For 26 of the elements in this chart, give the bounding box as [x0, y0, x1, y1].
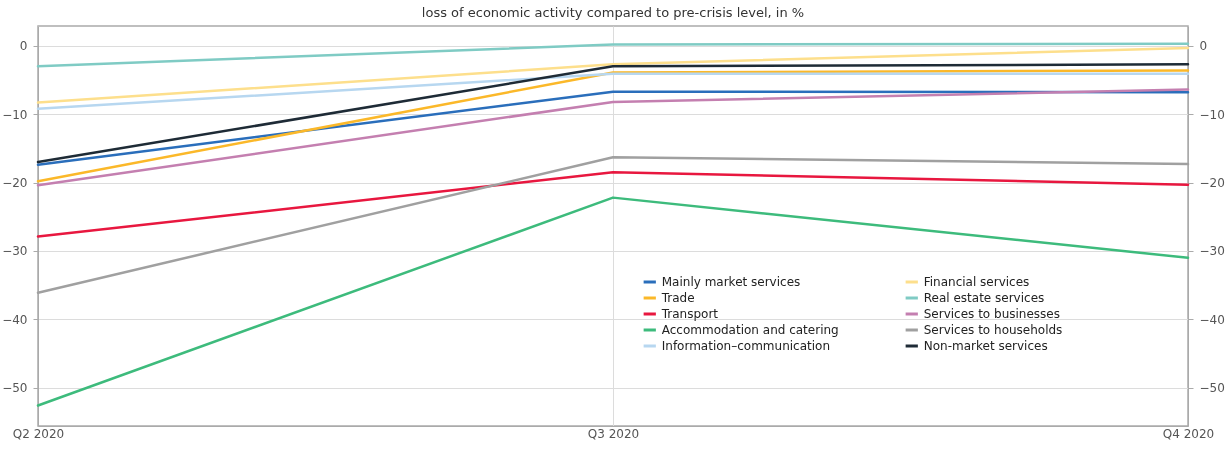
legend-label: Transport [660, 307, 719, 321]
y-tick-label: 0 [19, 39, 28, 54]
y-tick-label: −20 [2, 176, 28, 191]
x-tick-label: Q3 2020 [587, 426, 640, 441]
y-tick-label: −50 [2, 381, 28, 396]
legend-label: Accommodation and catering [661, 323, 839, 337]
y2-tick-label: −30 [1199, 244, 1225, 259]
y2-tick-label: −10 [1199, 107, 1225, 122]
legend-label: Services to businesses [923, 307, 1060, 321]
legend-label: Financial services [923, 275, 1030, 289]
y-tick-label: −30 [2, 244, 28, 259]
y2-tick-label: −50 [1199, 381, 1225, 396]
y-tick-label: −10 [2, 107, 28, 122]
y-tick-label: −40 [2, 312, 28, 327]
chart-title: loss of economic activity compared to pre-crisis level, in % [421, 5, 805, 20]
x-tick-label: Q4 2020 [1162, 426, 1215, 441]
legend-label: Non-market services [923, 339, 1048, 353]
x-tick-label: Q2 2020 [12, 426, 65, 441]
legend-label: Information–communication [661, 339, 831, 353]
y2-tick-label: 0 [1199, 39, 1208, 54]
legend-label: Services to households [923, 323, 1063, 337]
legend-label: Trade [660, 291, 695, 305]
legend-label: Mainly market services [661, 275, 801, 289]
y2-tick-label: −40 [1199, 312, 1225, 327]
y2-tick-label: −20 [1199, 176, 1225, 191]
legend-label: Real estate services [923, 291, 1045, 305]
